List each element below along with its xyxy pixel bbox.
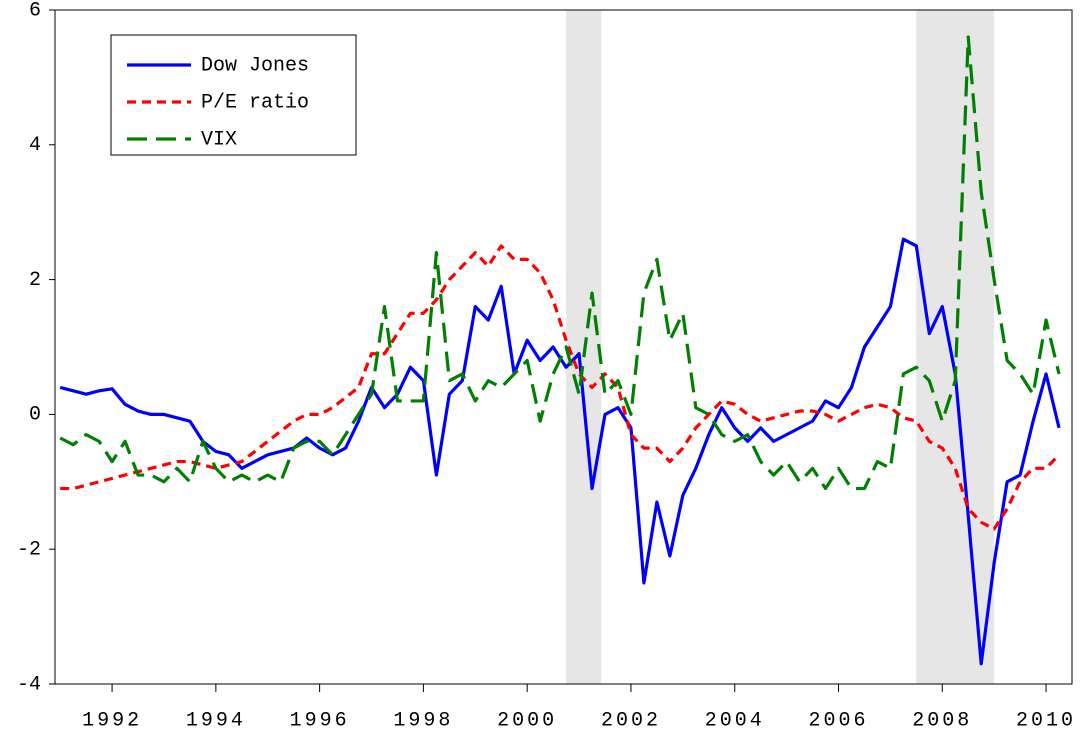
y-tick-label: 2 xyxy=(29,269,41,292)
y-tick-label: 6 xyxy=(29,0,41,22)
legend-label: VIX xyxy=(201,128,237,151)
legend-box xyxy=(110,34,357,156)
series-line xyxy=(59,237,1061,666)
x-tick-label: 1994 xyxy=(186,709,246,732)
axes-layer: -4 -2 0 2 4 6 1992 1994 1996 1998 2000 2002 2004 2006… xyxy=(17,0,1076,732)
x-tick-label: 1992 xyxy=(82,709,142,732)
series-line xyxy=(60,244,1061,531)
series-line xyxy=(59,35,1061,491)
lines-layer xyxy=(59,35,1061,666)
x-tick-label: 1996 xyxy=(290,709,350,732)
y-tick-label: -2 xyxy=(17,538,41,561)
y-tick-label: -4 xyxy=(17,673,41,696)
plot-frame xyxy=(54,9,1073,685)
legend-label: Dow Jones xyxy=(201,54,309,77)
x-tick-label: 2002 xyxy=(601,709,661,732)
legend: Dow Jones P/E ratio VIX xyxy=(110,34,357,156)
y-tick-label: 4 xyxy=(29,134,41,157)
x-tick-label: 1998 xyxy=(393,709,453,732)
shading-layer xyxy=(566,10,995,684)
x-tick-label: 2004 xyxy=(705,709,765,732)
legend-label: P/E ratio xyxy=(201,91,309,114)
x-tick-label: 2006 xyxy=(808,709,868,732)
y-tick-label: 0 xyxy=(29,404,41,427)
x-tick-label: 2010 xyxy=(1016,709,1076,732)
x-tick-label: 2008 xyxy=(912,709,972,732)
x-tick-label: 2000 xyxy=(497,709,557,732)
